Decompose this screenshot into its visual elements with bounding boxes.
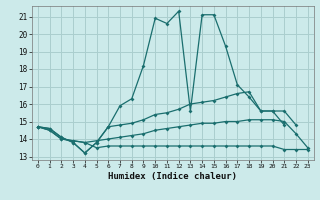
X-axis label: Humidex (Indice chaleur): Humidex (Indice chaleur) xyxy=(108,172,237,181)
